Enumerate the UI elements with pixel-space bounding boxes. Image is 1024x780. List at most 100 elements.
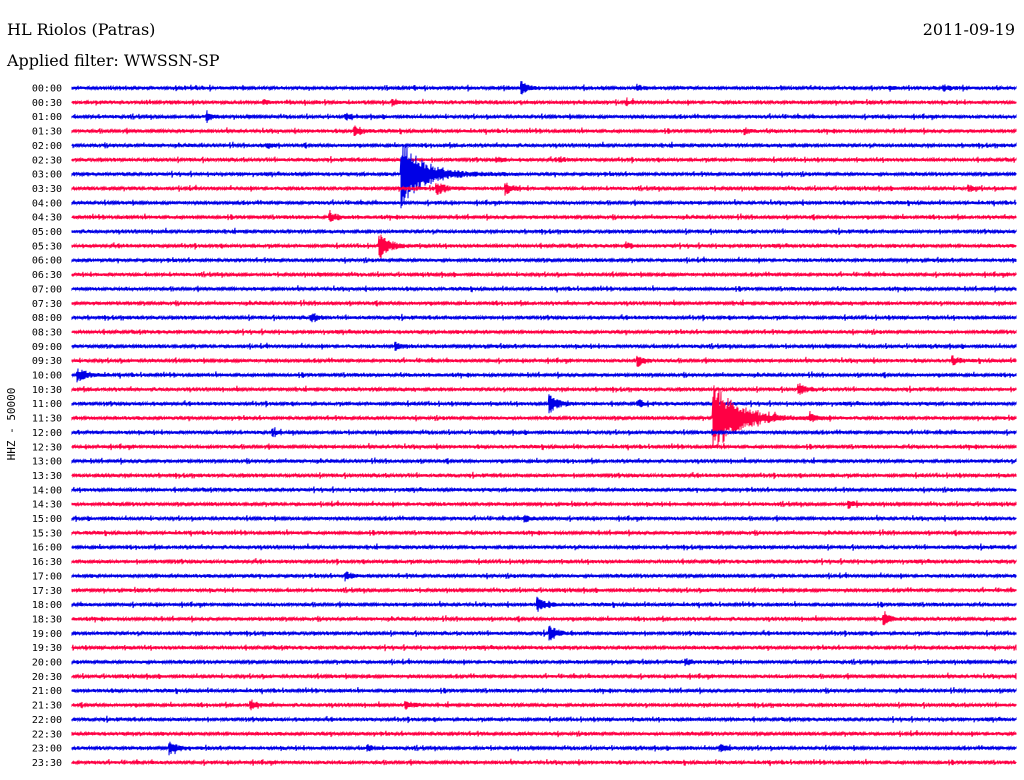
seismic-trace-row	[71, 658, 1017, 667]
row-time-label: 14:30	[32, 500, 62, 511]
seismic-trace-row	[71, 182, 1017, 196]
row-time-label: 10:00	[32, 371, 62, 382]
row-time-label: 05:30	[32, 241, 62, 252]
row-time-label: 23:00	[32, 744, 62, 755]
seismic-trace-row	[71, 625, 1017, 641]
row-time-label: 22:00	[32, 715, 62, 726]
row-time-label: 13:30	[32, 471, 62, 482]
seismic-trace-row	[71, 741, 1017, 756]
row-time-label: 15:00	[32, 514, 62, 525]
seismic-trace-row	[71, 227, 1017, 236]
seismic-trace-row	[71, 209, 1017, 222]
row-time-label: 12:30	[32, 442, 62, 453]
row-time-label: 01:30	[32, 127, 62, 138]
row-time-label: 03:00	[32, 170, 62, 181]
seismic-trace-row	[71, 368, 1017, 383]
seismic-trace-row	[71, 155, 1017, 164]
row-time-label: 06:30	[32, 270, 62, 281]
seismic-trace-row	[71, 355, 1017, 367]
row-time-label: 19:00	[32, 629, 62, 640]
row-time-label: 01:00	[32, 112, 62, 123]
row-time-label: 09:30	[32, 356, 62, 367]
seismic-trace-row	[71, 198, 1017, 207]
row-time-label: 11:00	[32, 399, 62, 410]
seismic-trace-row	[71, 234, 1017, 259]
seismic-trace-row	[71, 586, 1017, 594]
seismic-trace-row	[71, 144, 1017, 209]
date-label: 2011-09-19	[922, 20, 1015, 39]
row-time-label: 23:30	[32, 758, 62, 769]
seismic-trace-row	[71, 486, 1017, 494]
row-time-label: 03:30	[32, 184, 62, 195]
station-title: HL Riolos (Patras)	[7, 20, 156, 39]
row-time-label: 08:30	[32, 327, 62, 338]
seismic-trace-row	[71, 299, 1017, 307]
row-time-label: 04:30	[32, 213, 62, 224]
filter-label: Applied filter: WWSSN-SP	[7, 51, 220, 70]
seismic-trace-row	[71, 313, 1017, 323]
seismic-trace-row	[71, 758, 1017, 767]
seismic-trace-row	[71, 557, 1017, 566]
seismic-trace-row	[71, 730, 1017, 738]
row-time-label: 04:00	[32, 198, 62, 209]
seismic-trace-row	[71, 97, 1017, 107]
row-time-label: 07:30	[32, 299, 62, 310]
row-time-label: 18:30	[32, 614, 62, 625]
seismic-trace-row	[71, 110, 1017, 124]
row-time-label: 02:00	[32, 141, 62, 152]
seismic-trace-row	[71, 427, 1017, 438]
row-time-label: 05:00	[32, 227, 62, 238]
row-time-label: 21:00	[32, 686, 62, 697]
row-time-label: 16:30	[32, 557, 62, 568]
seismic-trace-row	[71, 543, 1017, 551]
seismic-trace-row	[71, 672, 1017, 680]
seismic-trace-row	[71, 285, 1017, 293]
row-time-label: 10:30	[32, 385, 62, 396]
trace-layer	[71, 81, 1017, 767]
seismic-trace-row	[71, 715, 1017, 724]
row-time-label: 21:30	[32, 701, 62, 712]
row-time-label: 18:00	[32, 600, 62, 611]
seismic-trace-row	[71, 385, 1017, 448]
row-time-label: 17:00	[32, 571, 62, 582]
row-time-label: 22:30	[32, 729, 62, 740]
row-time-label: 13:00	[32, 457, 62, 468]
seismic-trace-row	[71, 500, 1017, 509]
row-time-label: 15:30	[32, 528, 62, 539]
row-time-label: 12:00	[32, 428, 62, 439]
row-time-label: 20:30	[32, 672, 62, 683]
row-time-label: 19:30	[32, 643, 62, 654]
row-time-label: 07:00	[32, 284, 62, 295]
seismic-trace-row	[71, 256, 1017, 264]
row-time-label: 09:00	[32, 342, 62, 353]
row-time-label: 11:30	[32, 414, 62, 425]
seismic-trace-row	[71, 394, 1017, 414]
seismic-trace-row	[71, 686, 1017, 695]
row-time-label: 00:00	[32, 84, 62, 95]
seismic-trace-row	[71, 699, 1017, 711]
seismic-trace-row	[71, 383, 1017, 395]
row-time-label: 06:00	[32, 256, 62, 267]
row-time-label: 17:30	[32, 586, 62, 597]
seismic-trace-row	[71, 271, 1017, 279]
row-time-label: 00:30	[32, 98, 62, 109]
seismic-trace-row	[71, 529, 1017, 537]
seismic-trace-row	[71, 328, 1017, 336]
seismic-trace-row	[71, 571, 1017, 582]
seismic-trace-row	[71, 442, 1017, 451]
time-label-layer: 00:00 00:30 01:00 01:30 02:00 02:30 03:00 03:30…	[32, 84, 62, 769]
seismic-trace-row	[71, 514, 1017, 523]
seismic-trace-row	[71, 81, 1017, 95]
row-time-label: 08:00	[32, 313, 62, 324]
row-time-label: 14:00	[32, 485, 62, 496]
row-time-label: 20:00	[32, 658, 62, 669]
seismic-trace-row	[71, 125, 1017, 137]
seismic-trace-row	[71, 457, 1017, 465]
seismic-trace-row	[71, 141, 1017, 149]
row-time-label: 16:00	[32, 543, 62, 554]
seismic-trace-row	[71, 596, 1017, 612]
seismic-trace-row	[71, 471, 1017, 480]
seismic-trace-row	[71, 644, 1017, 652]
channel-axis-label: HHZ - 50000	[5, 388, 18, 461]
